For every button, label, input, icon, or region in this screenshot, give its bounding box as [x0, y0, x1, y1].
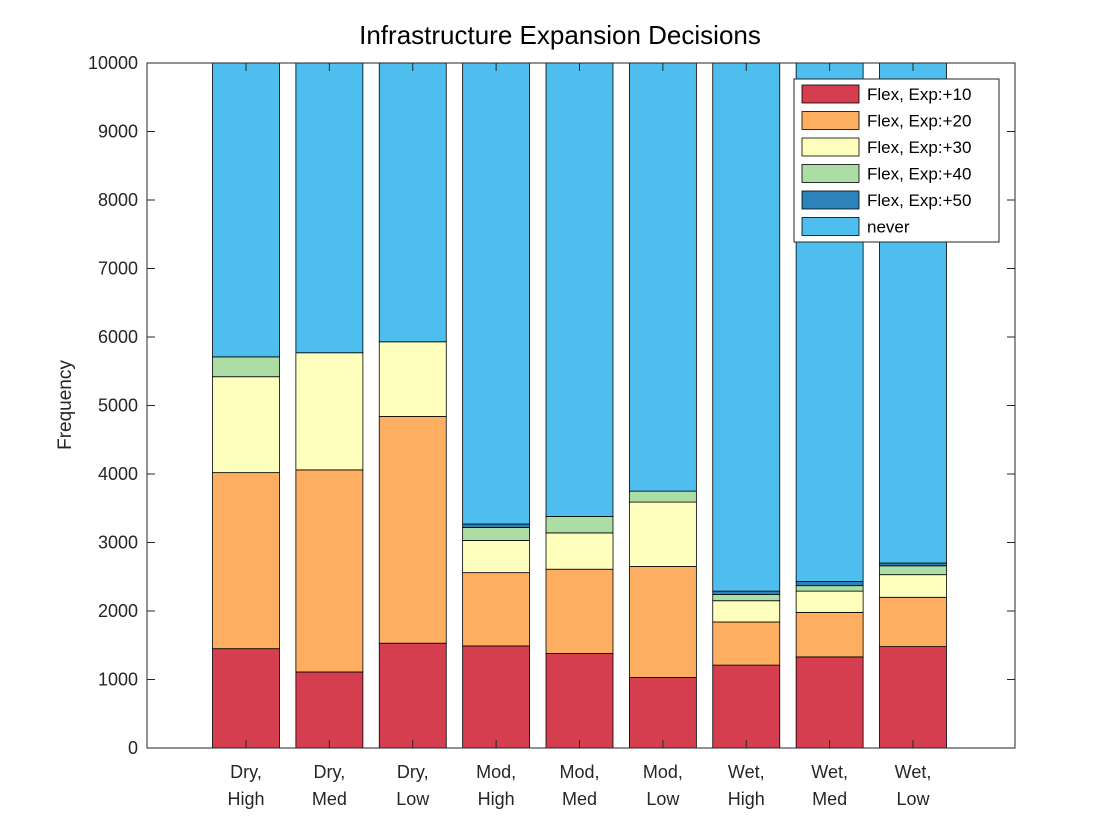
bar-segment [628, 677, 697, 749]
legend-label: Flex, Exp:+30 [867, 138, 971, 157]
legend-label: never [867, 218, 910, 237]
bar-segment [462, 540, 531, 574]
bars-group [212, 62, 947, 749]
x-tick-label: Wet, [728, 762, 765, 782]
bar-segment [628, 566, 697, 678]
legend-box [793, 78, 1000, 243]
legend-swatch [801, 111, 860, 130]
legend-swatch [801, 84, 860, 104]
legend-label: Flex, Exp:+50 [867, 191, 971, 210]
bar-segment [712, 621, 781, 666]
bar-segment [712, 590, 781, 595]
bar-segment [545, 653, 614, 749]
x-tick-label: Wet, [895, 762, 932, 782]
x-tick-label: High [728, 789, 765, 809]
y-axis-label: Frequency [55, 360, 76, 450]
bar-segment [212, 376, 280, 474]
bar-segment [295, 352, 364, 471]
legend-swatch [801, 217, 860, 236]
bar-segment [462, 645, 531, 749]
x-tick-label: Med [562, 789, 597, 809]
chart-title: Infrastructure Expansion Decisions [359, 20, 761, 50]
bar-segment [879, 596, 947, 648]
bar-segment [712, 62, 781, 592]
bar-segment [795, 611, 864, 658]
bar-segment [212, 62, 280, 358]
y-tick-label: 1000 [98, 670, 138, 690]
bar-segment [545, 516, 614, 534]
bar-segment [295, 671, 364, 749]
bar-segment [295, 469, 364, 673]
y-tick-label: 7000 [98, 259, 138, 279]
x-tick-label: Low [896, 789, 930, 809]
bar-segment [628, 62, 697, 492]
x-tick-label: Low [396, 789, 430, 809]
y-tick-label: 4000 [98, 464, 138, 484]
bar-segment [462, 527, 531, 541]
bar-segment [879, 574, 947, 598]
bar-segment [462, 62, 531, 525]
bar-segment [795, 656, 864, 749]
bar-segment [378, 642, 447, 749]
legend-label: Flex, Exp:+20 [867, 112, 971, 131]
x-tick-label: Dry, [314, 762, 346, 782]
bar-segment [545, 62, 614, 517]
y-tick-label: 10000 [88, 53, 138, 73]
x-tick-label: Mod, [643, 762, 683, 782]
y-axis-ticks: 0 1000 2000 3000 4000 5000 6000 7000 8000 9000 100… [88, 53, 1015, 758]
y-tick-label: 9000 [98, 122, 138, 142]
bar-segment [879, 565, 947, 576]
bar-segment [879, 646, 947, 749]
bar-segment [795, 585, 864, 592]
bar-segment [212, 356, 280, 378]
x-tick-label: Med [312, 789, 347, 809]
bar-segment [462, 523, 531, 528]
x-tick-label: Mod, [559, 762, 599, 782]
bar-segment [462, 572, 531, 647]
y-tick-label: 6000 [98, 327, 138, 347]
bar-segment [795, 590, 864, 613]
x-tick-label: High [227, 789, 264, 809]
bar-segment [378, 341, 447, 417]
y-tick-label: 8000 [98, 190, 138, 210]
bar-segment [795, 581, 864, 587]
plot-frame [146, 62, 1016, 749]
bar-segment [212, 648, 280, 749]
x-tick-label: Low [646, 789, 680, 809]
x-tick-label: Wet, [811, 762, 848, 782]
bar-segment [712, 664, 781, 749]
legend-swatch [801, 137, 860, 157]
legend-swatch [801, 190, 860, 210]
bar-segment [879, 562, 947, 567]
y-tick-label: 5000 [98, 396, 138, 416]
legend-label: Flex, Exp:+10 [867, 85, 971, 104]
y-tick-label: 3000 [98, 533, 138, 553]
x-tick-label: Dry, [230, 762, 262, 782]
x-axis-ticks: Dry, High Dry, Med Dry, Low Mod, High Mod, Med Mod… [227, 63, 931, 809]
x-tick-label: Med [812, 789, 847, 809]
bar-segment [378, 416, 447, 644]
y-tick-label: 0 [128, 738, 138, 758]
bar-segment [378, 62, 447, 343]
legend-swatch [801, 164, 860, 183]
legend: Flex, Exp:+10 Flex, Exp:+20 Flex, Exp:+30 F… [793, 78, 1000, 243]
legend-label: Flex, Exp:+40 [867, 165, 971, 184]
bar-segment [628, 501, 697, 567]
bar-segment [712, 600, 781, 623]
bar-segment [545, 568, 614, 654]
bar-segment [545, 532, 614, 570]
bar-segment [628, 490, 697, 503]
x-tick-label: High [478, 789, 515, 809]
x-tick-label: Mod, [476, 762, 516, 782]
bar-segment [712, 594, 781, 602]
bar-segment [212, 472, 280, 650]
y-tick-label: 2000 [98, 601, 138, 621]
x-tick-label: Dry, [397, 762, 429, 782]
bar-segment [295, 62, 364, 354]
